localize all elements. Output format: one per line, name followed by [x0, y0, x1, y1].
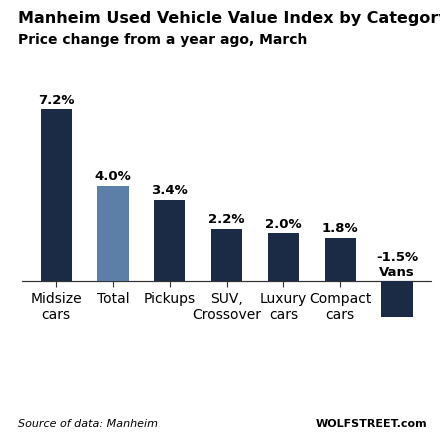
- Text: -1.5%
Vans: -1.5% Vans: [376, 251, 418, 279]
- Bar: [268, 233, 299, 281]
- Bar: [40, 109, 72, 281]
- Text: Price change from a year ago, March: Price change from a year ago, March: [18, 33, 307, 47]
- Bar: [154, 200, 185, 281]
- Bar: [97, 186, 128, 281]
- Text: Manheim Used Vehicle Value Index by Category: Manheim Used Vehicle Value Index by Cate…: [18, 11, 440, 26]
- Bar: [211, 228, 242, 281]
- Text: 2.2%: 2.2%: [209, 213, 245, 226]
- Text: WOLFSTREET.com: WOLFSTREET.com: [315, 419, 427, 429]
- Text: 3.4%: 3.4%: [151, 184, 188, 197]
- Text: 2.0%: 2.0%: [265, 218, 302, 231]
- Text: 7.2%: 7.2%: [38, 93, 74, 106]
- Bar: [325, 238, 356, 281]
- Bar: [381, 281, 413, 317]
- Text: 4.0%: 4.0%: [95, 170, 132, 183]
- Text: 1.8%: 1.8%: [322, 222, 359, 235]
- Text: Source of data: Manheim: Source of data: Manheim: [18, 419, 158, 429]
